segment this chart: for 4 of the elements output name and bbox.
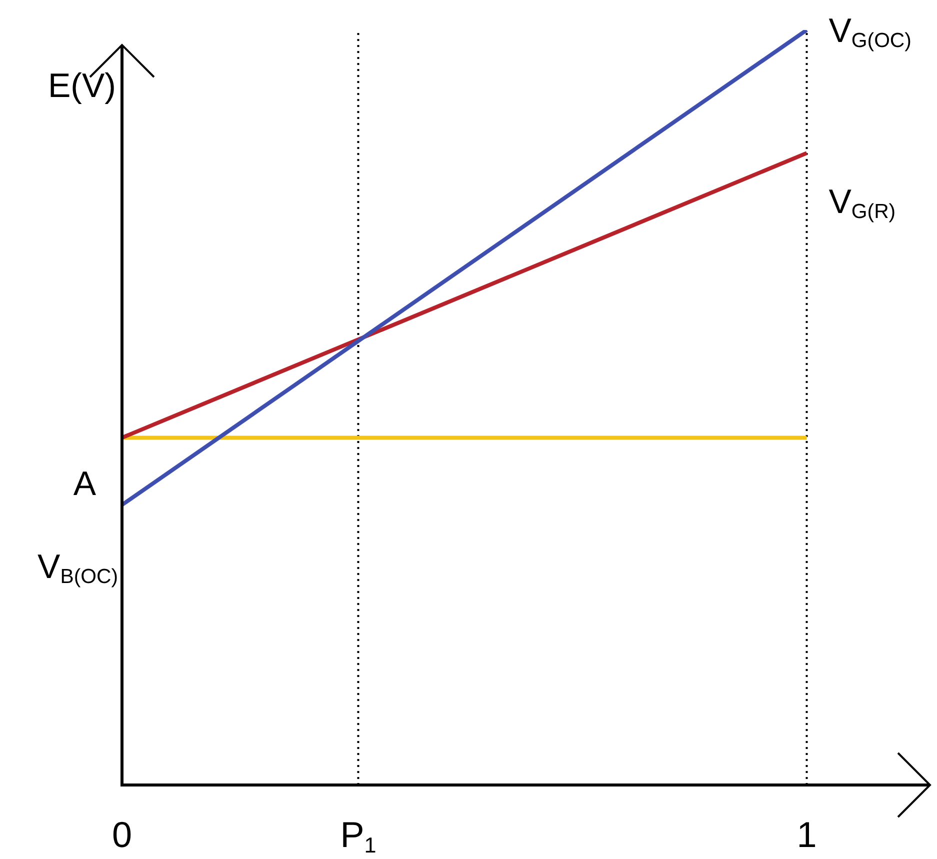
- y-axis-title: E(V): [48, 67, 116, 105]
- x-tick-label: 0: [112, 814, 132, 855]
- x-tick-label: 1: [796, 814, 817, 855]
- text: A: [73, 465, 96, 503]
